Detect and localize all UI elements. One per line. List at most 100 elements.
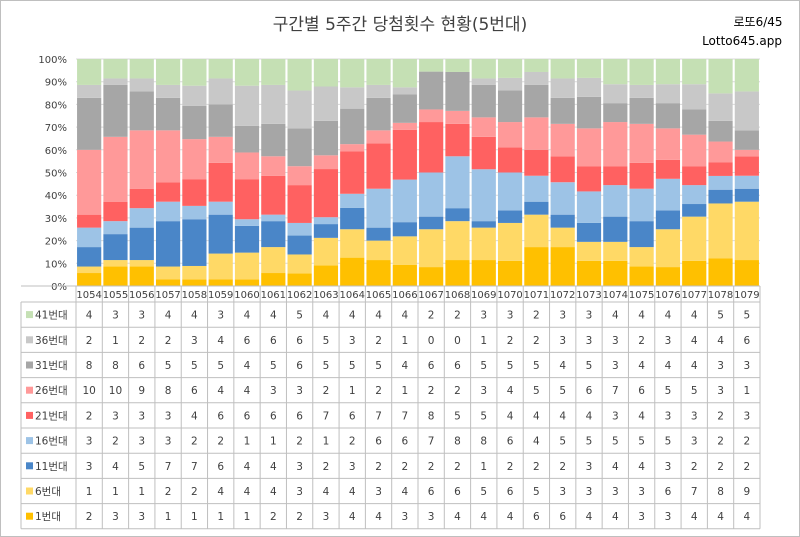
bar-segment (103, 84, 128, 137)
data-cell: 5 (665, 385, 672, 397)
bar-segment (129, 188, 154, 209)
data-cell: 4 (717, 335, 724, 347)
data-cell: 1 (138, 486, 145, 498)
data-cell: 3 (559, 335, 566, 347)
legend-swatch (26, 512, 33, 520)
data-cell: 4 (402, 310, 409, 322)
data-cell: 4 (691, 310, 698, 322)
data-cell: 1 (112, 335, 119, 347)
bar-segment (208, 279, 233, 286)
bar-segment (419, 122, 444, 173)
data-cell: 3 (112, 410, 119, 422)
x-tick-label: 1062 (287, 290, 312, 301)
x-tick-label: 1055 (103, 290, 128, 301)
bar-segment (603, 241, 628, 261)
bar-segment (313, 169, 339, 218)
bar-segment (497, 172, 523, 211)
data-cell: 8 (428, 410, 435, 422)
data-cell: 4 (323, 310, 330, 322)
bar-segment (261, 84, 286, 124)
bar-segment (708, 162, 733, 176)
data-cell: 5 (586, 436, 593, 448)
data-cell: 2 (454, 310, 461, 322)
bar-segment (734, 188, 759, 202)
data-cell: 3 (665, 511, 672, 523)
bar-segment (261, 273, 286, 286)
bar-segment (287, 185, 312, 223)
bar-segment (655, 84, 681, 104)
data-cell: 2 (559, 461, 566, 473)
data-cell: 5 (533, 385, 540, 397)
bar-segment (234, 219, 260, 226)
bar-segment (576, 166, 602, 192)
bar-segment (734, 260, 759, 286)
data-cell: 4 (244, 360, 251, 372)
bar-segment (550, 214, 575, 228)
data-cell: 5 (559, 385, 566, 397)
x-tick-label: 1060 (234, 290, 259, 301)
brand-lotto645: 로또6/45 (733, 15, 782, 29)
bar-segment (392, 222, 417, 237)
data-cell: 7 (691, 486, 698, 498)
x-tick-label: 1057 (155, 290, 180, 301)
data-cell: 6 (507, 436, 514, 448)
data-cell: 2 (717, 436, 724, 448)
bar-segment (129, 208, 154, 228)
bar-segment (103, 221, 128, 235)
bar-segment (682, 260, 707, 286)
bar-segment (471, 78, 496, 85)
data-cell: 0 (454, 335, 461, 347)
data-cell: 4 (402, 486, 409, 498)
data-cell: 4 (402, 360, 409, 372)
bar-segment (313, 265, 339, 286)
bar-segment (129, 130, 154, 189)
bar-segment (313, 86, 339, 121)
data-cell: 3 (191, 335, 198, 347)
data-cell: 5 (533, 486, 540, 498)
chart-title: 구간별 5주간 당첨횟수 현황(5번대) (273, 15, 527, 35)
bar-segment (129, 78, 154, 92)
data-cell: 5 (323, 335, 330, 347)
bar-segment (445, 59, 470, 72)
data-cell: 6 (217, 410, 224, 422)
x-tick-label: 1056 (129, 290, 154, 301)
bar-segment (497, 210, 523, 223)
data-cell: 2 (191, 486, 198, 498)
x-tick-label: 1079 (734, 290, 759, 301)
data-cell: 7 (323, 410, 330, 422)
bar-segment (287, 90, 312, 129)
data-cell: 2 (375, 461, 382, 473)
bar-segment (471, 227, 496, 261)
data-cell: 5 (191, 360, 198, 372)
bar-segment (603, 103, 628, 123)
bar-segment (524, 247, 549, 286)
bar-segment (734, 201, 759, 261)
bar-segment (655, 128, 681, 160)
bar-segment (366, 240, 391, 261)
data-cell: 3 (138, 436, 145, 448)
bar-segment (419, 229, 444, 268)
data-cell: 4 (586, 410, 593, 422)
bar-segment (182, 265, 207, 280)
bar-segment (419, 59, 444, 72)
legend-swatch (26, 462, 33, 470)
bar-segment (734, 175, 759, 189)
data-cell: 3 (717, 385, 724, 397)
data-cell: 6 (296, 335, 303, 347)
bar-segment (550, 59, 575, 79)
bar-segment (287, 235, 312, 255)
bar-segment (682, 109, 707, 135)
data-cell: 3 (138, 511, 145, 523)
x-tick-label: 1061 (261, 290, 286, 301)
data-cell: 3 (480, 385, 487, 397)
data-cell: 6 (296, 360, 303, 372)
bar-segment (129, 227, 154, 261)
data-cell: 2 (191, 436, 198, 448)
bar-segment (576, 241, 602, 261)
bar-segment (103, 260, 128, 267)
bar-segment (77, 247, 102, 267)
data-cell: 4 (691, 511, 698, 523)
data-cell: 2 (138, 335, 145, 347)
bar-segment (366, 188, 391, 228)
data-cell: 3 (612, 410, 619, 422)
